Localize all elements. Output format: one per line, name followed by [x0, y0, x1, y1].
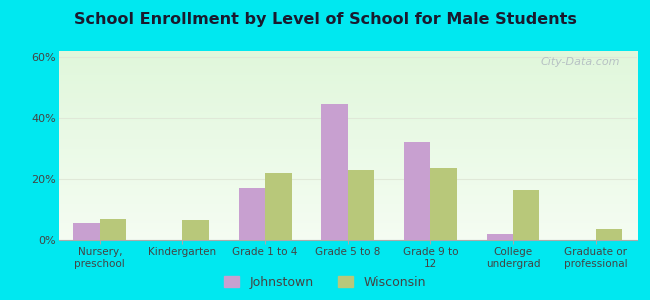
Bar — [321, 104, 348, 240]
Bar — [487, 234, 513, 240]
Bar — [513, 190, 540, 240]
Bar — [239, 188, 265, 240]
Bar — [404, 142, 430, 240]
Text: City-Data.com: City-Data.com — [540, 57, 619, 67]
Bar — [183, 220, 209, 240]
Bar — [595, 229, 622, 240]
Bar — [265, 173, 292, 240]
Bar — [73, 223, 100, 240]
Legend: Johnstown, Wisconsin: Johnstown, Wisconsin — [219, 271, 431, 294]
Bar — [348, 170, 374, 240]
Bar — [430, 168, 457, 240]
Text: School Enrollment by Level of School for Male Students: School Enrollment by Level of School for… — [73, 12, 577, 27]
Bar — [100, 219, 126, 240]
